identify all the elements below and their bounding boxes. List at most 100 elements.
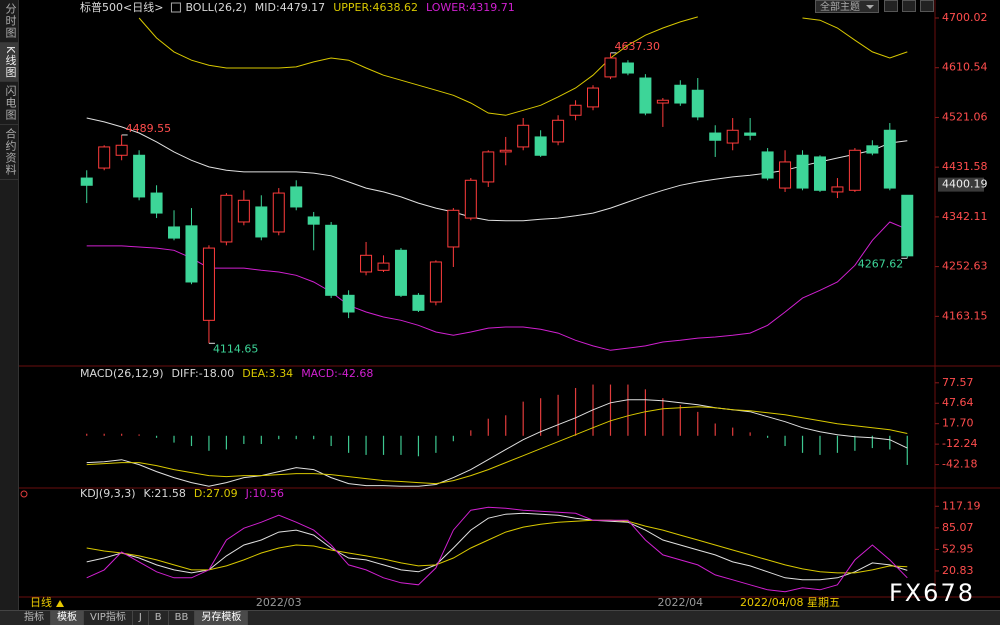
indicator-legend: 标普500<日线> [80, 0, 163, 14]
chart: 日线 2022/04/08 星期五 FX678 标普500<日线> BOLL(26… [18, 0, 1000, 609]
y-tick-label: 4163.15 [942, 309, 988, 322]
indicator-legend: BOLL(26,2) [185, 1, 246, 14]
sidebar-tab[interactable]: 合约资料 [0, 125, 18, 181]
candle-body [185, 225, 198, 283]
sidebar-tab[interactable]: 闪电图 [0, 82, 18, 126]
candle-body [325, 224, 338, 296]
toolbar-icon[interactable] [920, 0, 934, 12]
indicator-legend: UPPER:4638.62 [333, 1, 418, 14]
cursor-date: 2022/04/08 星期五 [740, 596, 840, 609]
candle-body [447, 209, 460, 248]
bottom-tab[interactable]: BB [169, 611, 196, 625]
y-tick-label: 52.95 [942, 542, 974, 555]
candle-body [691, 89, 704, 118]
y-tick-label: 4700.02 [942, 11, 988, 24]
candle-body [307, 216, 320, 225]
x-tick-label: 2022/03 [256, 596, 302, 609]
candle-body [482, 151, 495, 183]
sidebar-tab[interactable]: K线图 [0, 43, 18, 83]
y-tick-label: 4610.54 [942, 61, 988, 74]
toolbar-icon[interactable] [884, 0, 898, 12]
indicator-legend: D:27.09 [194, 487, 238, 500]
y-tick-label: -42.18 [942, 458, 977, 471]
candle-body [517, 124, 530, 148]
indicator-line [86, 406, 908, 485]
y-tick-label: 85.07 [942, 521, 974, 534]
indicator-line [138, 16, 908, 116]
y-tick-label: 17.70 [942, 417, 974, 430]
candle-body [377, 262, 390, 271]
period-label[interactable]: 日线 [30, 595, 52, 609]
extreme-label: 4637.30 [614, 40, 660, 53]
candle-body [255, 206, 268, 238]
bottom-tabs: 指标 模板 VIP指标 J B BB 另存模板 [0, 610, 1000, 625]
candle-body [569, 104, 582, 116]
candle-body [621, 62, 634, 74]
candle-body [98, 146, 111, 169]
legend-icon [170, 2, 181, 13]
candle-body [394, 249, 407, 296]
candle-body [604, 57, 617, 78]
bottom-tab[interactable]: VIP指标 [84, 611, 133, 625]
indicator-line [86, 519, 908, 574]
indicator-line [86, 506, 908, 593]
candle-body [202, 247, 215, 321]
sidebar-tab[interactable]: 分时图 [0, 0, 18, 43]
candle-body [656, 99, 669, 104]
y-tick-label: 77.57 [942, 376, 974, 389]
indicator-legend: MID:4479.17 [255, 1, 325, 14]
candle-body [534, 136, 547, 156]
candle-body [744, 132, 757, 136]
indicator-line [86, 399, 908, 487]
candle-body [779, 161, 792, 189]
y-tick-label: 4521.06 [942, 110, 988, 123]
candle-body [168, 226, 181, 239]
candle-body [150, 192, 163, 214]
bottom-tab[interactable]: 模板 [51, 611, 84, 625]
plot-area [86, 384, 908, 487]
candle-body [80, 177, 93, 186]
candle-body [726, 129, 739, 144]
indicator-legend: K:21.58 [144, 487, 186, 500]
bottom-tab[interactable]: 指标 [18, 611, 51, 625]
candle-body [552, 119, 565, 143]
bottom-tab[interactable]: 另存模板 [195, 611, 249, 625]
candle-body [587, 87, 600, 108]
plot-area [86, 506, 908, 593]
bottom-tab[interactable]: B [149, 611, 169, 625]
indicator-legend: LOWER:4319.71 [426, 1, 515, 14]
indicator-legend: DIFF:-18.00 [172, 367, 235, 380]
candle-body [133, 154, 146, 198]
candle-body [866, 145, 879, 154]
extreme-label: 4489.55 [126, 122, 172, 135]
candle-body [813, 156, 826, 191]
theme-dropdown[interactable]: 全部主题 [815, 0, 879, 13]
y-tick-label: 4342.11 [942, 210, 988, 223]
candle-body [429, 261, 442, 303]
candle-body [848, 149, 861, 191]
bottom-tab[interactable]: J [133, 611, 149, 625]
candle-body [901, 194, 914, 257]
y-tick-label: 20.83 [942, 564, 974, 577]
extreme-label: 4114.65 [213, 342, 259, 355]
candle-body [272, 192, 285, 233]
indicator-legend: MACD:-42.68 [301, 367, 373, 380]
candle-body [639, 77, 652, 114]
sidebar: 分时图 K线图 闪电图 合约资料 [0, 0, 19, 610]
indicator-line [86, 512, 908, 581]
y-tick-label: 4252.63 [942, 260, 988, 273]
candle-body [796, 154, 809, 189]
candle-body [412, 294, 425, 311]
candle-body [761, 151, 774, 179]
period-arrow[interactable] [56, 600, 64, 607]
indicator-icon[interactable] [20, 490, 28, 498]
y-tick-label: 4431.58 [942, 160, 988, 173]
extreme-label: 4267.62 [858, 257, 904, 270]
toolbar-icon[interactable] [902, 0, 916, 12]
candle-body [883, 129, 896, 189]
y-tick-label: 117.19 [942, 499, 981, 512]
y-tick-label: 47.64 [942, 396, 974, 409]
candle-body [342, 294, 355, 313]
candle-body [115, 144, 128, 156]
